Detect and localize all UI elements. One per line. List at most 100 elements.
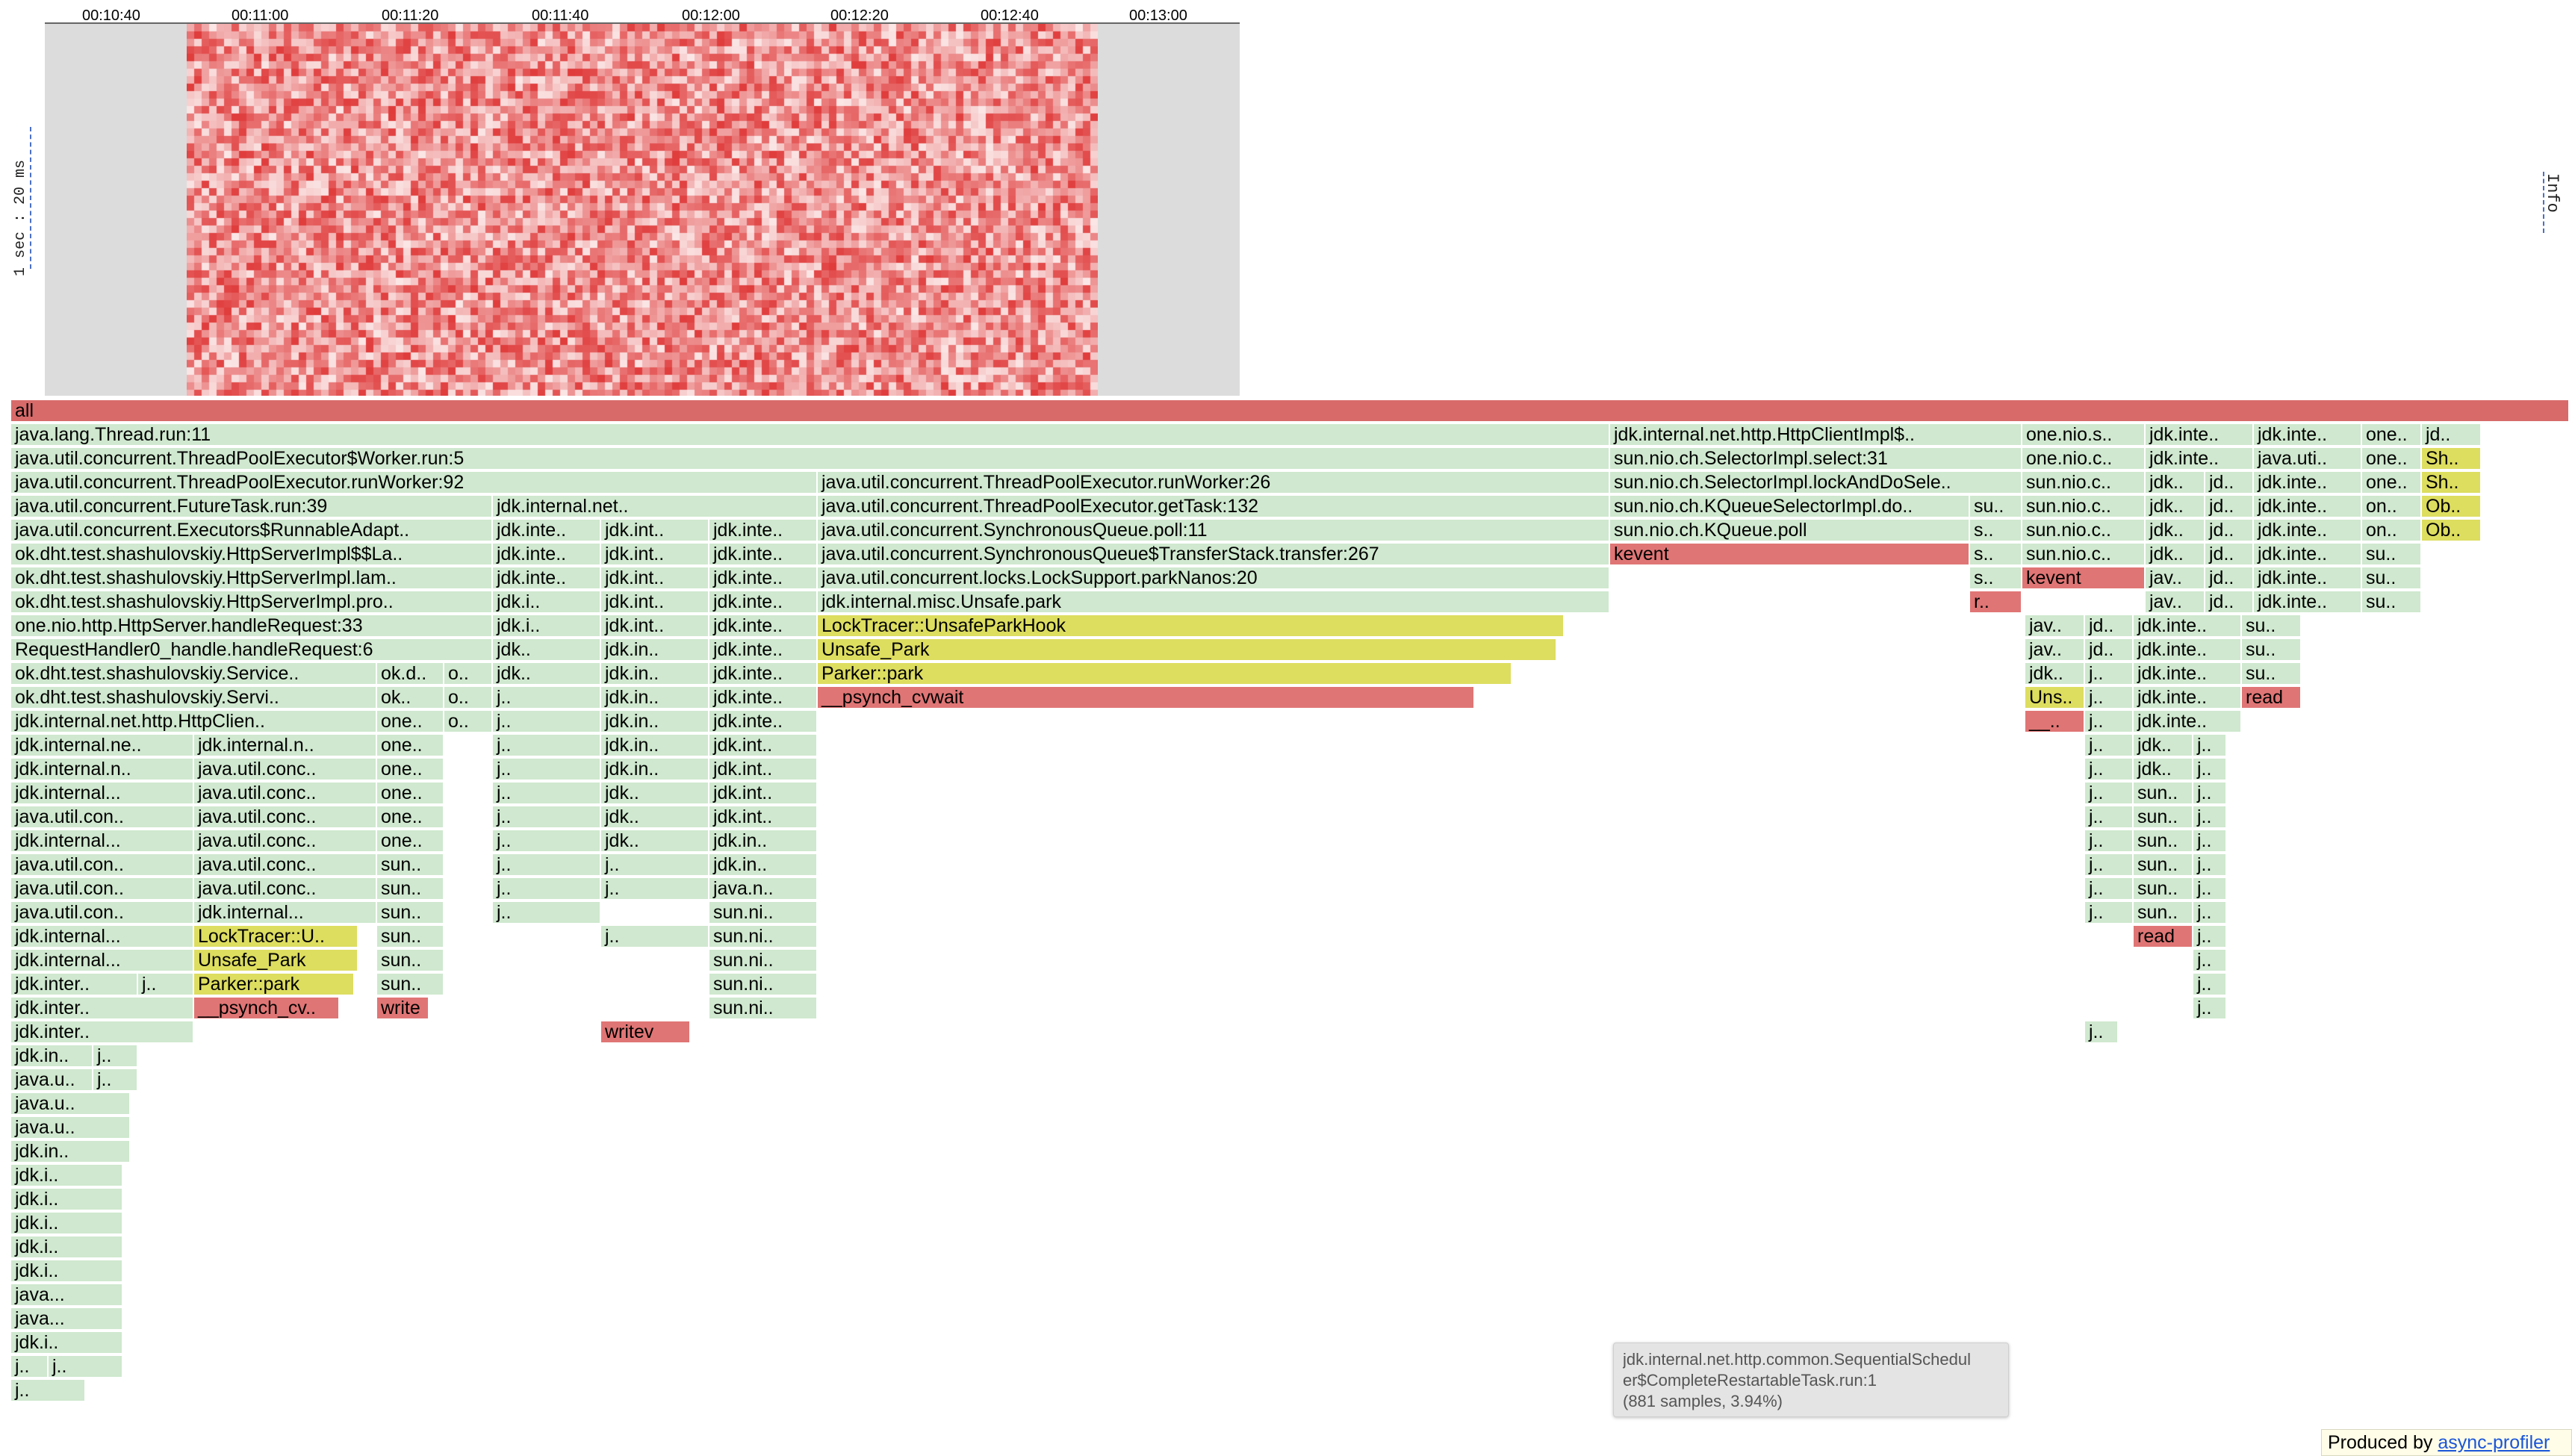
flame-frame[interactable]: jav.. xyxy=(2145,591,2205,613)
flame-frame[interactable]: j.. xyxy=(2193,949,2226,971)
flame-frame[interactable]: jdk.inter.. xyxy=(10,1021,193,1043)
flame-frame[interactable]: jdk.in.. xyxy=(600,710,709,732)
flame-frame[interactable]: Sh.. xyxy=(2421,447,2481,470)
flame-frame[interactable]: jdk.. xyxy=(2145,471,2205,494)
flame-frame[interactable]: writev xyxy=(600,1021,690,1043)
flame-frame[interactable]: jdk.int.. xyxy=(600,615,709,637)
flame-frame[interactable]: Uns.. xyxy=(2025,686,2084,709)
flame-frame[interactable]: j.. xyxy=(2084,782,2133,804)
flame-frame[interactable]: jdk.i.. xyxy=(492,591,600,613)
flame-frame[interactable]: java.util.con.. xyxy=(10,853,193,876)
flame-frame[interactable]: jdk.int.. xyxy=(600,519,709,541)
flame-frame[interactable]: j.. xyxy=(492,806,600,828)
flame-frame[interactable]: j.. xyxy=(2193,997,2226,1019)
flame-frame[interactable]: java.util.con.. xyxy=(10,901,193,924)
flame-frame[interactable]: jd.. xyxy=(2205,495,2253,517)
flame-frame[interactable]: r.. xyxy=(1969,591,2022,613)
flame-frame[interactable]: sun.. xyxy=(2133,901,2193,924)
flame-frame[interactable]: j.. xyxy=(2193,853,2226,876)
flame-frame[interactable]: j.. xyxy=(2193,734,2226,756)
flame-frame[interactable]: jdk.in.. xyxy=(10,1140,130,1163)
flame-frame[interactable]: java.util.concurrent.ThreadPoolExecutor.… xyxy=(10,471,817,494)
flame-frame[interactable]: sun.ni.. xyxy=(709,901,817,924)
flame-frame[interactable]: jdk.in.. xyxy=(600,686,709,709)
flame-frame[interactable]: jdk.inte.. xyxy=(2253,471,2361,494)
flame-frame[interactable]: sun.nio.c.. xyxy=(2022,471,2145,494)
flame-frame[interactable]: java.util.concurrent.FutureTask.run:39 xyxy=(10,495,492,517)
flame-frame[interactable]: j.. xyxy=(2084,734,2133,756)
flame-frame[interactable]: one.. xyxy=(376,710,444,732)
flame-frame[interactable]: Parker::park xyxy=(817,662,1512,685)
flame-frame[interactable]: one.nio.http.HttpServer.handleRequest:33 xyxy=(10,615,492,637)
flame-frame[interactable]: jdk.internal.n.. xyxy=(193,734,376,756)
flame-frame[interactable]: jdk.internal.net.http.HttpClien.. xyxy=(10,710,376,732)
flame-frame[interactable]: __psynch_cvwait xyxy=(817,686,1474,709)
flame-frame[interactable]: jdk.inter.. xyxy=(10,997,193,1019)
flame-frame[interactable]: j.. xyxy=(600,853,709,876)
flame-frame[interactable]: jdk.inte.. xyxy=(709,543,817,565)
flame-frame[interactable]: j.. xyxy=(600,877,709,900)
flame-frame[interactable]: Ob.. xyxy=(2421,495,2481,517)
flame-frame[interactable]: jd.. xyxy=(2084,615,2133,637)
flame-frame[interactable]: jdk.i.. xyxy=(10,1260,122,1282)
flame-frame[interactable]: jdk.inte.. xyxy=(2133,662,2241,685)
flame-frame[interactable]: sun.. xyxy=(376,949,444,971)
flame-frame[interactable]: jdk.inte.. xyxy=(2133,638,2241,661)
flame-frame[interactable]: LockTracer::U.. xyxy=(193,925,358,948)
flame-frame[interactable]: sun.. xyxy=(376,901,444,924)
flame-frame[interactable]: jav.. xyxy=(2145,567,2205,589)
flame-frame[interactable]: jdk.internal.misc.Unsafe.park xyxy=(817,591,1609,613)
flame-frame[interactable]: jdk.inte.. xyxy=(709,591,817,613)
flame-frame[interactable]: java... xyxy=(10,1307,122,1330)
flame-frame[interactable]: sun.nio.ch.KQueue.poll xyxy=(1609,519,1969,541)
flame-frame[interactable]: java.util.concurrent.ThreadPoolExecutor.… xyxy=(817,471,1609,494)
flame-frame[interactable]: java.util.conc.. xyxy=(193,758,376,780)
flame-frame[interactable]: jdk.inte.. xyxy=(2253,519,2361,541)
flame-frame[interactable]: jdk.inte.. xyxy=(2253,423,2361,446)
flame-frame[interactable]: jdk.internal.net.http.HttpClientImpl$.. xyxy=(1609,423,2022,446)
flame-frame[interactable]: jd.. xyxy=(2205,471,2253,494)
flame-frame[interactable]: jdk.inte.. xyxy=(2253,495,2361,517)
flame-frame[interactable]: su.. xyxy=(2241,615,2301,637)
flame-frame[interactable]: jdk.. xyxy=(2025,662,2084,685)
flame-frame[interactable]: j.. xyxy=(2193,925,2226,948)
flame-frame[interactable]: kevent xyxy=(1609,543,1969,565)
flame-frame[interactable]: java.util.conc.. xyxy=(193,830,376,852)
flame-frame[interactable]: jdk.i.. xyxy=(10,1212,122,1234)
flame-frame[interactable]: sun.nio.ch.KQueueSelectorImpl.do.. xyxy=(1609,495,1969,517)
flame-frame[interactable]: jdk.internal.net.. xyxy=(492,495,817,517)
flame-frame[interactable]: jdk.i.. xyxy=(10,1164,122,1186)
flame-frame[interactable]: j.. xyxy=(492,686,600,709)
flame-frame[interactable]: one.. xyxy=(2361,471,2421,494)
flame-frame[interactable]: jdk.inter.. xyxy=(10,973,137,995)
flame-frame[interactable]: jav.. xyxy=(2025,638,2084,661)
flame-frame[interactable]: j.. xyxy=(492,901,600,924)
flame-frame[interactable]: su.. xyxy=(2361,567,2421,589)
flame-frame[interactable]: one.nio.s.. xyxy=(2022,423,2145,446)
flame-frame[interactable]: jdk.int.. xyxy=(600,543,709,565)
flame-frame[interactable]: o.. xyxy=(444,662,492,685)
flame-frame[interactable]: j.. xyxy=(10,1379,85,1401)
flame-frame[interactable]: jdk.inte.. xyxy=(2133,615,2241,637)
flame-frame[interactable]: jdk.in.. xyxy=(600,734,709,756)
flame-frame[interactable]: java.util.concurrent.ThreadPoolExecutor.… xyxy=(817,495,1609,517)
flame-frame[interactable]: j.. xyxy=(2193,901,2226,924)
flame-frame[interactable]: j.. xyxy=(492,782,600,804)
flame-frame[interactable]: jdk.i.. xyxy=(492,615,600,637)
flame-frame[interactable]: su.. xyxy=(1969,495,2022,517)
flame-frame[interactable]: sun.. xyxy=(2133,853,2193,876)
flame-frame[interactable]: java.lang.Thread.run:11 xyxy=(10,423,1609,446)
flame-frame[interactable]: java.n.. xyxy=(709,877,817,900)
flame-frame[interactable]: ok.dht.test.shashulovskiy.Service.. xyxy=(10,662,376,685)
flame-frame[interactable]: one.nio.c.. xyxy=(2022,447,2145,470)
flame-frame[interactable]: Ob.. xyxy=(2421,519,2481,541)
flame-frame[interactable]: java.util.conc.. xyxy=(193,877,376,900)
flame-frame[interactable]: jdk.int.. xyxy=(600,567,709,589)
flame-frame[interactable]: Sh.. xyxy=(2421,471,2481,494)
flame-frame[interactable]: j.. xyxy=(2193,973,2226,995)
flame-frame[interactable]: one.. xyxy=(376,734,444,756)
flame-frame[interactable]: jdk.. xyxy=(492,662,600,685)
flame-frame[interactable]: sun.. xyxy=(2133,830,2193,852)
flame-frame[interactable]: j.. xyxy=(492,758,600,780)
flame-frame[interactable]: one.. xyxy=(2361,447,2421,470)
